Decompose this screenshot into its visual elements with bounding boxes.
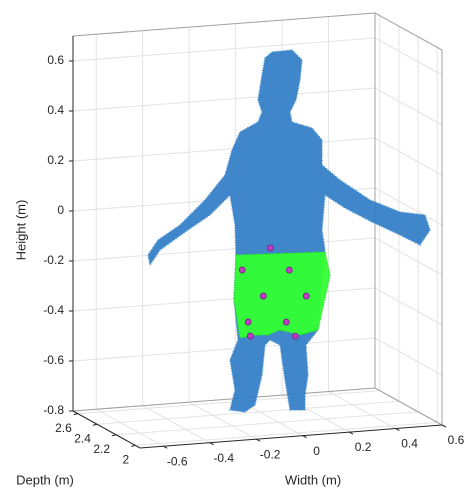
back-grid-line [73,238,375,261]
x-tick-label: 0.6 [448,433,465,447]
x-tick-label: 0.4 [401,437,418,451]
joint-point [292,333,298,339]
joint-point [239,267,245,273]
x-tick-label: -0.2 [260,447,281,461]
x-tick-mark [442,425,446,427]
chart: Height (m) Depth (m) Width (m) -0.6 -0.4 -… [0,0,472,494]
back-grid-line [73,38,375,61]
floor-grid-line [116,412,418,435]
x-axis-line [140,425,442,448]
y-axis-title: Depth (m) [16,472,74,487]
side-grid-line [375,88,442,125]
joint-point [283,319,289,325]
side-grid-line [375,138,442,175]
box-edge [73,388,375,411]
y-tick-label: 2.4 [74,431,91,445]
floor-grid-line [78,391,380,414]
body-cloud [148,50,430,412]
z-tick-label: -0.8 [43,403,64,417]
z-tick-label: -0.2 [43,253,64,267]
joint-point [247,333,253,339]
joint-point [245,319,251,325]
y-tick-label: 2.2 [93,442,110,456]
z-tick-label: -0.4 [43,303,64,317]
joint-point [303,293,309,299]
x-tick-label: 0.2 [355,440,372,454]
z-tick-label: 0 [57,203,64,217]
y-tick-mark [93,424,97,425]
x-tick-label: -0.6 [167,454,188,468]
floor-grid-line [329,392,396,429]
z-tick-label: -0.6 [43,353,64,367]
side-grid-line [375,288,442,325]
x-axis-title: Width (m) [285,472,341,487]
z-tick-label: 0.6 [47,53,64,67]
x-tick-label: -0.4 [213,451,234,465]
side-grid-line [375,238,442,275]
back-grid-line [73,338,375,361]
y-tick-mark [112,435,116,436]
z-tick-label: 0.4 [47,103,64,117]
back-grid-line [73,288,375,311]
y-tick-mark [74,414,78,415]
floor-grid-line [135,422,437,445]
y-tick-mark [131,445,135,446]
floor-grid-line [143,406,210,443]
box-edge [73,13,375,36]
floor-grid-line [96,409,163,446]
box-edge [375,13,442,50]
z-axis-title: Height (m) [13,200,28,261]
y-tick-label: 2.6 [55,421,72,435]
back-grid-line [73,138,375,161]
joint-point [267,245,273,251]
x-tick-label: 0 [313,444,320,458]
joint-point [286,267,292,273]
point-cloud [148,50,430,412]
joint-point [260,293,266,299]
box-edge [375,388,442,425]
side-grid-line [375,338,442,375]
side-grid-line [375,38,442,75]
back-grid-line [73,88,375,111]
y-tick-label: 2 [123,453,130,467]
z-tick-label: 0.2 [47,153,64,167]
